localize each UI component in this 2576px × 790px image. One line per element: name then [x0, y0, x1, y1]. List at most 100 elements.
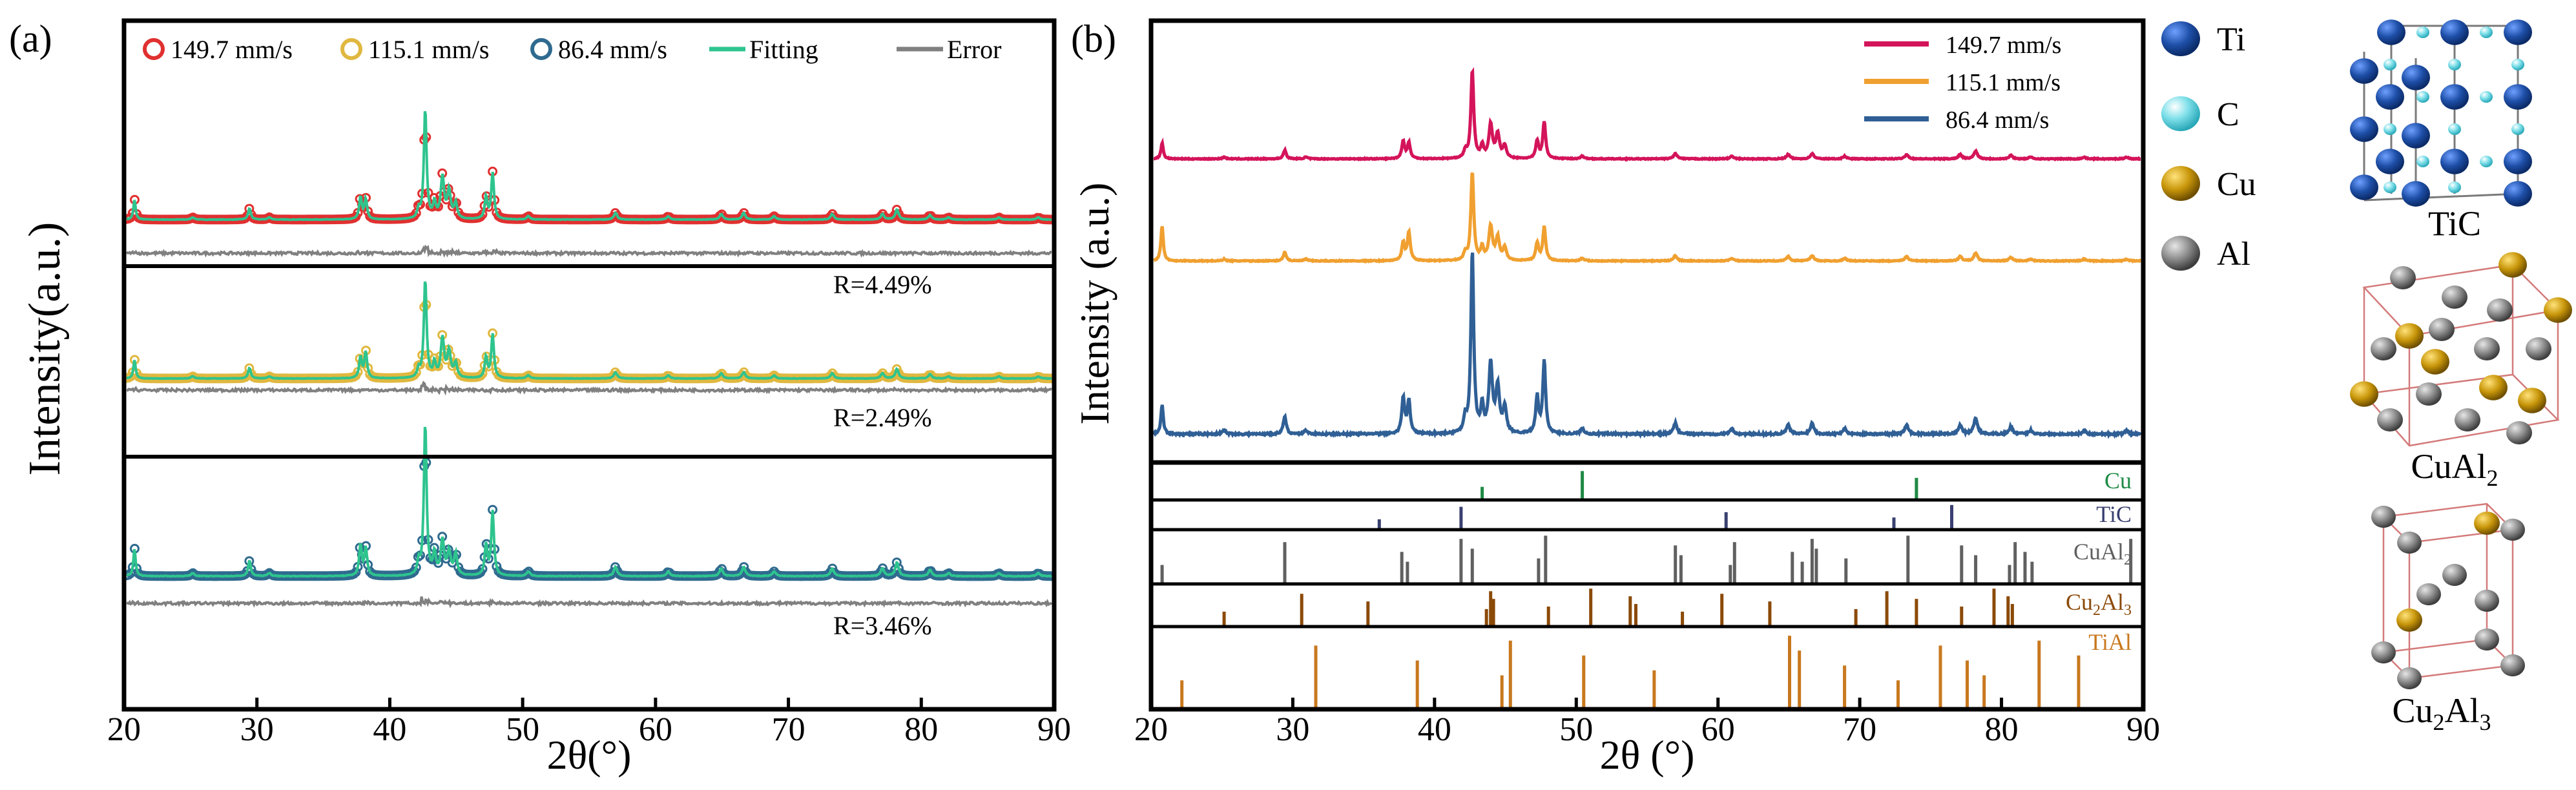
cu2al3-label-main: Cu — [2392, 691, 2433, 730]
observed-points-86 — [121, 457, 1057, 581]
al-atom-icon — [2397, 531, 2422, 554]
legend-text-149: 149.7 mm/s — [1946, 32, 2061, 59]
ref-label-cu: Cu — [2104, 468, 2132, 494]
ti-atom-icon — [2402, 123, 2430, 149]
al-atom-icon — [2371, 337, 2396, 360]
panel-a-legend: 149.7 mm/s 115.1 mm/s 86.4 mm/s Fitting … — [143, 35, 1001, 64]
al-atom-icon — [2487, 298, 2513, 322]
legend-label-86: 86.4 mm/s — [558, 35, 667, 64]
ti-atom-icon — [2377, 19, 2405, 45]
cu-atom-icon — [2350, 381, 2378, 407]
error-curve-115 — [126, 380, 1053, 396]
xrd-trace-86.4 — [1152, 252, 2142, 439]
cu-atom-icon — [2396, 608, 2422, 632]
al-atom-icon — [2371, 641, 2396, 664]
c-atom-icon — [2416, 26, 2429, 38]
panel-a: (a) Intensity(a.u.) 149.7 mm/s 115.1 mm/… — [9, 17, 1071, 778]
panel-b-traces — [1152, 67, 2142, 439]
panel-a-label: (a) — [9, 17, 52, 60]
b-xtick-label: 70 — [1843, 711, 1876, 748]
legend-label-error: Error — [947, 35, 1001, 64]
ti-atom-icon — [2504, 84, 2532, 110]
ref-label-tic: TiC — [2096, 501, 2132, 527]
a-xtick-label: 30 — [240, 711, 274, 748]
ti-atom-icon — [2376, 84, 2404, 110]
panel-b-frame — [1148, 18, 2146, 712]
xrd-trace-115.1 — [1153, 172, 2141, 264]
ref-label-tial: TiAl — [2088, 629, 2132, 655]
c-atom-icon — [2384, 182, 2396, 193]
ti-atom-icon — [2350, 58, 2378, 84]
ti-atom-icon — [2440, 84, 2469, 110]
cu-atom-icon — [2421, 349, 2449, 375]
al-atom-icon — [2475, 589, 2499, 612]
ref-label-cu2al3-main: Cu — [2066, 589, 2093, 615]
b-xtick-label: 50 — [1559, 711, 1593, 748]
b-xtick-label: 60 — [1701, 711, 1735, 748]
ref-label-cu2al3: Cu2Al3 — [2066, 589, 2132, 619]
legend-marker-86 — [530, 38, 552, 60]
r-label-149: R=4.49% — [833, 270, 932, 299]
b-xtick-label: 30 — [1276, 711, 1309, 748]
cu2al3-label-tail: Al — [2445, 691, 2480, 730]
al-atom-icon — [2397, 667, 2422, 690]
ref-label-cual2-main: CuAl — [2073, 539, 2124, 565]
ti-atom-icon — [2504, 19, 2532, 45]
ref-sticks-TiAl — [1180, 636, 2081, 709]
al-atom-icon — [2371, 505, 2396, 528]
crystal-structures: Ti C Cu Al TiC — [2161, 19, 2572, 735]
c-atom-icon — [2511, 123, 2524, 135]
al-atom-icon — [2500, 654, 2525, 677]
al-label: Al — [2217, 236, 2250, 273]
cu-atom-icon — [2474, 512, 2500, 535]
legend-marker-115 — [340, 38, 362, 60]
cu2al3-label: Cu2Al3 — [2392, 691, 2491, 735]
legend-label-fitting: Fitting — [749, 35, 818, 64]
cual2-label-main: CuAl — [2411, 447, 2486, 486]
panel-a-ylabel: Intensity(a.u.) — [20, 222, 70, 476]
ti-atom-icon — [2440, 19, 2469, 45]
ref-sticks-TiC — [1377, 504, 1953, 530]
panel-a-xaxis: 20 30 40 50 60 70 80 90 — [107, 698, 1071, 748]
ref-label-cu2al3-tail: Al — [2101, 589, 2124, 615]
cual2-label-sub: 2 — [2487, 465, 2498, 491]
legend-label-149: 149.7 mm/s — [171, 35, 293, 64]
cu-atom-icon — [2518, 388, 2546, 413]
cu2al3-label-sub: 2 — [2433, 709, 2445, 735]
r-label-115: R=2.49% — [833, 403, 932, 432]
c-atom-icon — [2480, 91, 2493, 103]
fitting-curve-115 — [127, 281, 1052, 380]
ti-atom-icon — [2504, 149, 2532, 174]
legend-marker-149 — [143, 38, 165, 60]
ti-atom-icon — [2402, 181, 2430, 207]
ti-atom-icon — [2402, 65, 2430, 90]
ti-atom-icon — [2440, 149, 2469, 174]
cu-atom-icon — [2161, 166, 2200, 201]
b-xtick-label: 40 — [1418, 711, 1451, 748]
fitting-curve-86 — [126, 426, 1052, 578]
ref-label-cu2al3-sub: 2 — [2093, 602, 2101, 619]
panel-a-xlabel: 2θ(°) — [547, 732, 632, 778]
fitting-curve-149 — [125, 110, 1052, 222]
atom-legend: Ti C Cu Al — [2161, 21, 2256, 273]
error-curve-86 — [126, 596, 1053, 608]
al-atom-icon — [2500, 518, 2525, 541]
al-atom-icon — [2506, 421, 2532, 444]
panel-b-legend: 149.7 mm/s 115.1 mm/s 86.4 mm/s — [1864, 32, 2061, 134]
cu-atom-icon — [2395, 323, 2424, 349]
al-atom-icon — [2416, 382, 2442, 406]
tic-label: TiC — [2428, 204, 2481, 243]
c-atom-icon — [2480, 26, 2493, 38]
panel-b: (b) Intensity (a.u.) 149.7 mm/s 115.1 mm… — [1071, 17, 2160, 778]
al-atom-icon — [2429, 318, 2455, 341]
al-atom-icon — [2390, 266, 2416, 289]
ti-atom-icon — [2504, 181, 2532, 207]
b-xtick-label: 80 — [1985, 711, 2019, 748]
c-atom-icon — [2480, 156, 2493, 167]
ref-label-cual2: CuAl2 — [2073, 539, 2132, 568]
c-atom-icon — [2384, 123, 2396, 135]
panel-b-xaxis: 20 30 40 50 60 70 80 90 — [1134, 698, 2160, 748]
xrd-trace-149.7 — [1153, 67, 2141, 162]
al-atom-icon — [2474, 337, 2500, 360]
legend-text-86: 86.4 mm/s — [1946, 107, 2049, 134]
